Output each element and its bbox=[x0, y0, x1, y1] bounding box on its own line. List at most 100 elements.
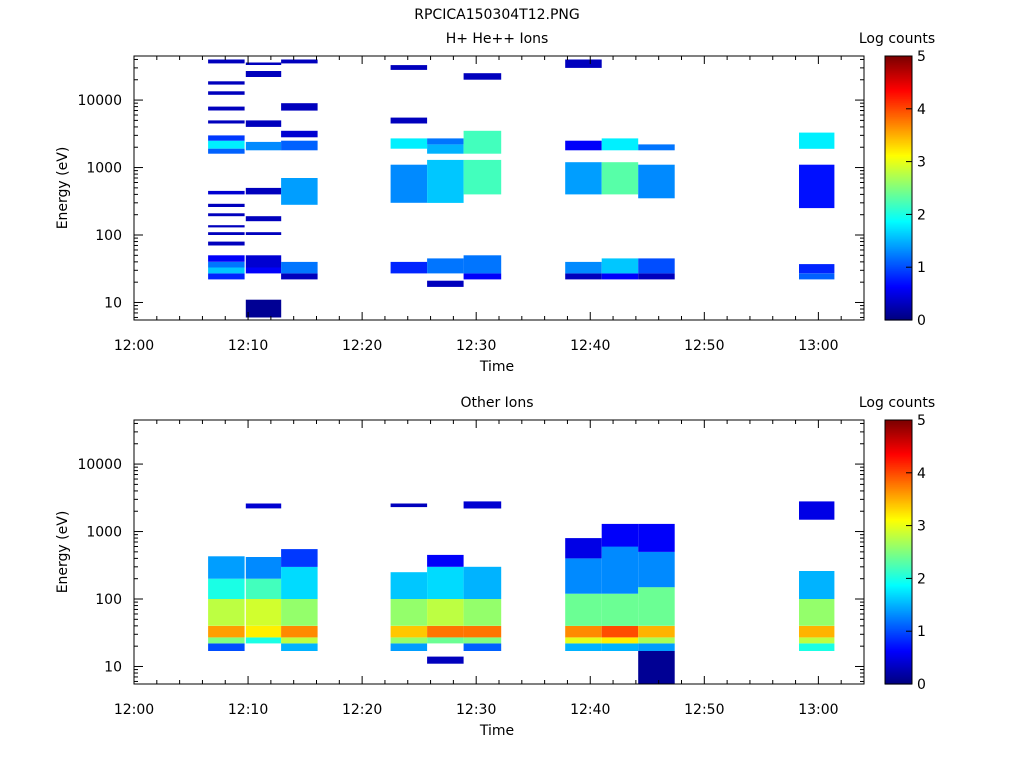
heatmap-cell bbox=[245, 599, 282, 626]
colorbar-segment bbox=[885, 116, 912, 119]
colorbar-segment bbox=[885, 500, 912, 503]
heatmap-cell bbox=[463, 599, 502, 626]
heatmap-cell bbox=[390, 117, 428, 124]
colorbar-segment bbox=[885, 102, 912, 105]
heatmap-cell bbox=[208, 599, 245, 626]
colorbar-segment bbox=[885, 458, 912, 461]
heatmap-cell bbox=[427, 280, 464, 287]
heatmap-cell bbox=[390, 643, 428, 651]
heatmap-cell bbox=[245, 625, 282, 638]
colorbar-segment bbox=[885, 560, 912, 563]
heatmap-cell bbox=[638, 650, 675, 684]
colorbar-segment bbox=[885, 64, 912, 67]
x-tick-label: 12:00 bbox=[114, 702, 154, 718]
colorbar-segment bbox=[885, 438, 912, 441]
colorbar-frame bbox=[884, 55, 913, 321]
colorbar-segment bbox=[885, 626, 912, 629]
heatmap-cell bbox=[281, 130, 318, 138]
colorbar-segment bbox=[885, 242, 912, 245]
colorbar-segment bbox=[885, 610, 912, 613]
colorbar-segment bbox=[885, 236, 912, 239]
colorbar-segment bbox=[885, 514, 912, 517]
colorbar-segment bbox=[885, 674, 912, 677]
colorbar-segment bbox=[885, 276, 912, 279]
colorbar-segment bbox=[885, 212, 912, 215]
heatmap-cell bbox=[208, 140, 245, 149]
heatmap-cell bbox=[565, 538, 602, 559]
colorbar-segment bbox=[885, 266, 912, 269]
heatmap-cell bbox=[638, 637, 675, 644]
colorbar-segment bbox=[885, 624, 912, 627]
colorbar-segment bbox=[885, 88, 912, 91]
colorbar-segment bbox=[885, 168, 912, 171]
colorbar-segment bbox=[885, 508, 912, 511]
heatmap-cell bbox=[601, 625, 639, 638]
colorbar-segment bbox=[885, 244, 912, 247]
heatmap-cell bbox=[565, 273, 602, 280]
colorbar-segment bbox=[885, 118, 912, 121]
colorbar-segment bbox=[885, 432, 912, 435]
colorbar-segment bbox=[885, 534, 912, 537]
colorbar-segment bbox=[885, 158, 912, 161]
colorbar-segment bbox=[885, 612, 912, 615]
heatmap-cell bbox=[208, 120, 245, 124]
colorbar-segment bbox=[885, 672, 912, 675]
colorbar-segment bbox=[885, 532, 912, 535]
x-tick-label: 12:30 bbox=[456, 338, 496, 354]
colorbar-segment bbox=[885, 228, 912, 231]
colorbar-segment bbox=[885, 576, 912, 579]
heatmap-cell bbox=[799, 571, 835, 599]
colorbar-segment bbox=[885, 192, 912, 195]
colorbar-segment bbox=[885, 680, 912, 683]
heatmap-cell bbox=[390, 625, 428, 638]
heatmap-cell bbox=[390, 138, 428, 149]
colorbar-segment bbox=[885, 214, 912, 217]
x-tick-label: 12:30 bbox=[456, 702, 496, 718]
x-tick-label: 13:00 bbox=[798, 338, 838, 354]
colorbar-segment bbox=[885, 250, 912, 253]
colorbar: 0 1 2 3 4 5 bbox=[884, 413, 926, 693]
colorbar-segment bbox=[885, 296, 912, 299]
colorbar-segment bbox=[885, 542, 912, 545]
colorbar-segment bbox=[885, 524, 912, 527]
colorbar-segment bbox=[885, 224, 912, 227]
colorbar-segment bbox=[885, 218, 912, 221]
colorbar-segment bbox=[885, 446, 912, 449]
colorbar-segment bbox=[885, 570, 912, 573]
colorbar-segment bbox=[885, 134, 912, 137]
heatmap-cell bbox=[565, 59, 602, 68]
colorbar-segment bbox=[885, 262, 912, 265]
colorbar-segment bbox=[885, 162, 912, 165]
colorbar-segment bbox=[885, 550, 912, 553]
y-tick-label: 1000 bbox=[86, 161, 122, 177]
heatmap-cell bbox=[638, 258, 675, 274]
heatmap-cell bbox=[565, 643, 602, 651]
colorbar-segment bbox=[885, 100, 912, 103]
colorbar-segment bbox=[885, 274, 912, 277]
colorbar-segment bbox=[885, 220, 912, 223]
colorbar-segment bbox=[885, 132, 912, 135]
colorbar-segment bbox=[885, 152, 912, 155]
colorbar-segment bbox=[885, 310, 912, 313]
colorbar-tick-label: 0 bbox=[917, 677, 926, 693]
colorbar-segment bbox=[885, 286, 912, 289]
colorbar-segment bbox=[885, 502, 912, 505]
heatmap-cell bbox=[390, 503, 428, 508]
heatmap-cell bbox=[208, 556, 245, 579]
colorbar-segment bbox=[885, 530, 912, 533]
colorbar-segment bbox=[885, 474, 912, 477]
colorbar-segment bbox=[885, 650, 912, 653]
colorbar-segment bbox=[885, 464, 912, 467]
colorbar-segment bbox=[885, 574, 912, 577]
colorbar-segment bbox=[885, 468, 912, 471]
colorbar-segment bbox=[885, 506, 912, 509]
colorbar-segment bbox=[885, 668, 912, 671]
colorbar-segment bbox=[885, 442, 912, 445]
heatmap-cell bbox=[208, 232, 245, 235]
colorbar-segment bbox=[885, 188, 912, 191]
colorbar-segment bbox=[885, 306, 912, 309]
heatmap-cell bbox=[208, 203, 245, 207]
heatmap-cell bbox=[245, 503, 282, 509]
x-axis-label: Time bbox=[479, 359, 514, 375]
heatmap-cell bbox=[390, 599, 428, 626]
